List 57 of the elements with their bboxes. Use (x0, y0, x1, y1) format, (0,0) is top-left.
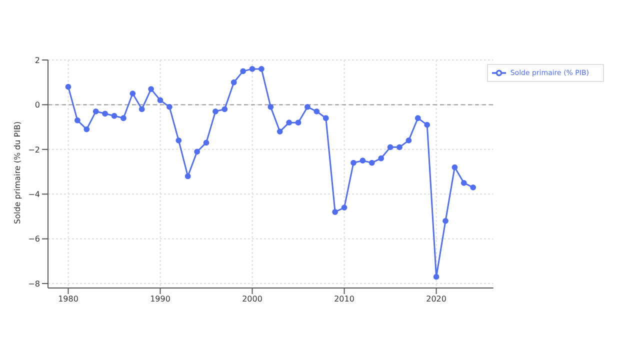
point (276, 128, 283, 134)
point (268, 104, 274, 110)
point (452, 164, 458, 170)
point (470, 184, 476, 190)
point (314, 108, 320, 114)
y-tick-label: −8 (28, 279, 40, 288)
point (424, 122, 430, 128)
point (194, 148, 200, 155)
point (295, 120, 302, 126)
point (92, 108, 99, 114)
point (166, 104, 172, 110)
point (360, 158, 366, 164)
point (111, 112, 118, 119)
point (350, 160, 356, 166)
point (74, 117, 80, 124)
point (396, 144, 402, 150)
y-tick-label: 0 (34, 100, 40, 110)
point (184, 173, 191, 180)
x-tick-label: 2010 (334, 294, 354, 304)
point (240, 68, 246, 74)
y-axis-title: Solde primaire (% du PIB) (12, 121, 22, 224)
point (65, 84, 72, 90)
x-tick-label: 2000 (242, 294, 262, 304)
point (249, 66, 256, 72)
point (406, 138, 412, 144)
y-tick-label: 2 (34, 56, 40, 65)
x-tick-label: 1980 (58, 294, 78, 304)
point (138, 106, 145, 112)
point (322, 115, 329, 122)
point (387, 144, 394, 150)
point (130, 90, 136, 96)
point (212, 108, 218, 114)
point (442, 218, 448, 224)
y-tick-label: −2 (28, 145, 40, 154)
point (341, 204, 348, 210)
point (157, 97, 164, 104)
point (286, 120, 292, 126)
x-tick-label: 1990 (150, 294, 170, 304)
y-tick-label: −4 (28, 190, 40, 199)
point (368, 160, 375, 166)
point (222, 106, 228, 112)
point (414, 115, 421, 122)
y-tick-label: −6 (28, 234, 40, 244)
point (332, 209, 338, 215)
point (120, 115, 126, 122)
point (460, 180, 467, 186)
point (433, 274, 440, 280)
point (378, 155, 384, 162)
point (84, 126, 90, 132)
point (102, 110, 108, 117)
x-tick-label: 2020 (426, 294, 446, 304)
point (176, 138, 182, 144)
point (258, 66, 264, 72)
point (230, 79, 237, 86)
point (304, 104, 310, 110)
point (148, 86, 154, 92)
point (203, 140, 210, 146)
